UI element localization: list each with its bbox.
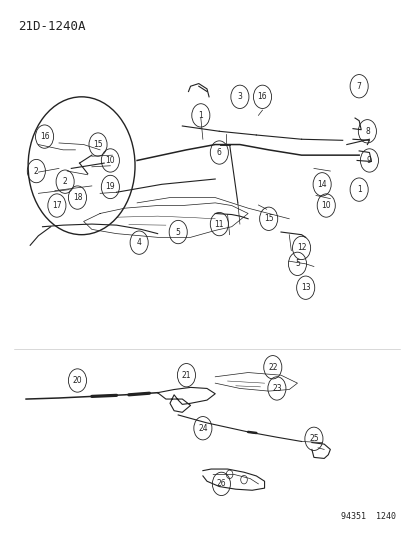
Text: 25: 25 — [309, 434, 318, 443]
Text: 12: 12 — [296, 244, 306, 253]
Text: 21D-1240A: 21D-1240A — [18, 20, 85, 33]
Text: 17: 17 — [52, 201, 62, 210]
Text: 10: 10 — [105, 156, 115, 165]
Text: 6: 6 — [216, 148, 221, 157]
Text: 16: 16 — [40, 132, 49, 141]
Text: 24: 24 — [197, 424, 207, 433]
Text: 20: 20 — [72, 376, 82, 385]
Text: 11: 11 — [214, 220, 223, 229]
Text: 15: 15 — [93, 140, 102, 149]
Text: 2: 2 — [34, 166, 39, 175]
Text: 9: 9 — [366, 156, 371, 165]
Text: 26: 26 — [216, 479, 225, 488]
Text: 2: 2 — [63, 177, 67, 186]
Text: 5: 5 — [176, 228, 180, 237]
Text: 18: 18 — [73, 193, 82, 202]
Text: 7: 7 — [356, 82, 361, 91]
Text: 23: 23 — [271, 384, 281, 393]
Text: 8: 8 — [364, 127, 369, 136]
Text: 5: 5 — [294, 260, 299, 268]
Text: 15: 15 — [263, 214, 273, 223]
Text: 21: 21 — [181, 370, 191, 379]
Text: 1: 1 — [198, 111, 203, 120]
Text: 1: 1 — [356, 185, 361, 194]
Text: 13: 13 — [300, 283, 310, 292]
Text: 4: 4 — [136, 238, 141, 247]
Text: 3: 3 — [237, 92, 242, 101]
Text: 22: 22 — [267, 363, 277, 372]
Text: 19: 19 — [105, 182, 115, 191]
Text: 16: 16 — [257, 92, 267, 101]
Text: 94351  1240: 94351 1240 — [340, 512, 395, 521]
Text: 14: 14 — [316, 180, 326, 189]
Text: 10: 10 — [320, 201, 330, 210]
